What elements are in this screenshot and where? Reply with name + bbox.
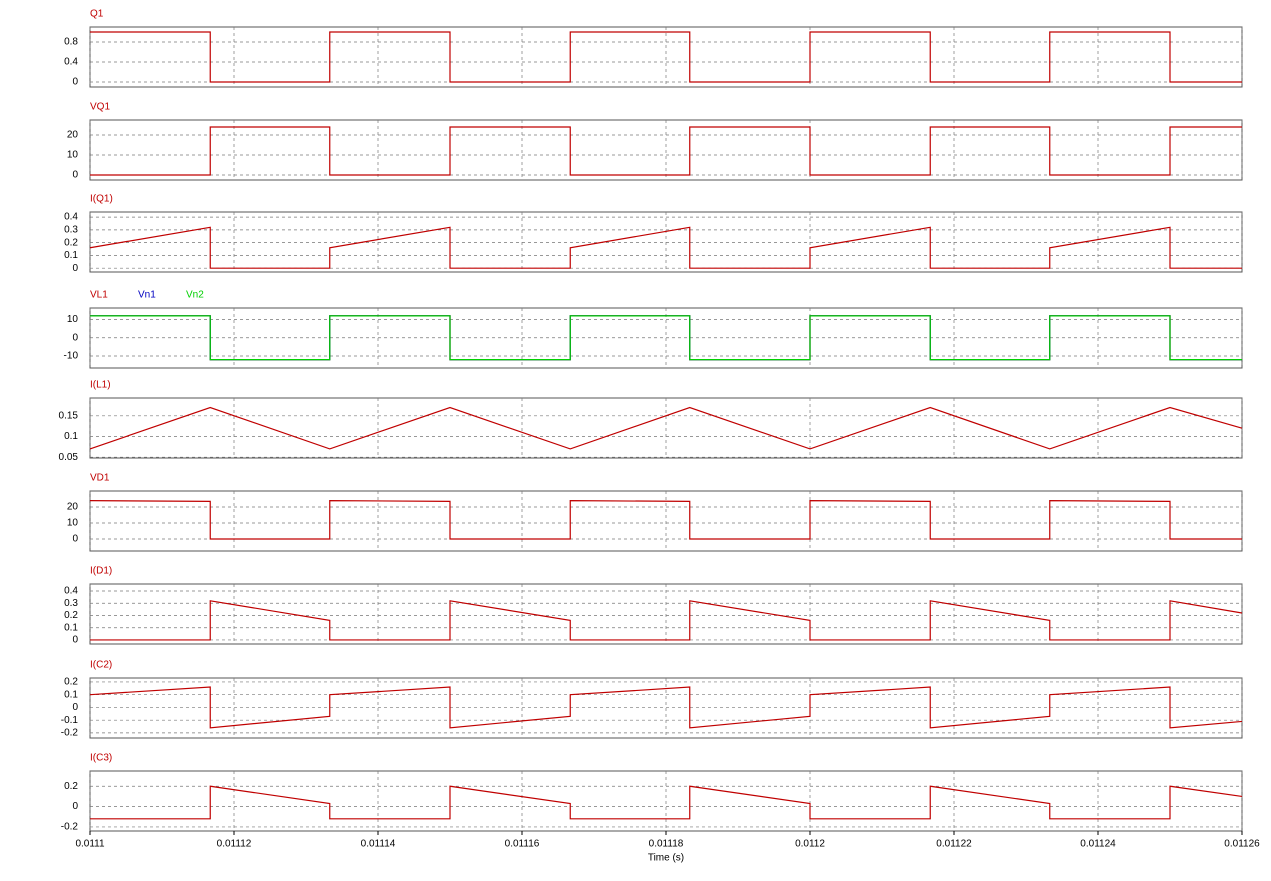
y-tick-label: 0.1 [64, 622, 78, 633]
y-tick-label: 10 [67, 150, 79, 161]
legend-label: VD1 [90, 473, 110, 484]
waveform-line [89, 226, 1242, 269]
waveform-line [90, 600, 1243, 641]
x-tick-label: 0.01116 [505, 839, 540, 850]
y-tick-label: 0.3 [64, 225, 78, 236]
y-tick-label: 0 [72, 263, 78, 274]
legend-label: VL1 [90, 290, 108, 301]
waveform-line [89, 406, 1243, 450]
y-tick-label: 0.2 [64, 237, 78, 248]
y-tick-label: 0 [72, 635, 78, 646]
y-tick-label: 20 [67, 130, 79, 141]
waveform-line [89, 686, 1243, 729]
legend-label: I(C3) [90, 753, 112, 764]
x-tick-label: 0.0111 [75, 839, 105, 850]
y-tick-label: -0.2 [61, 728, 79, 739]
legend-label: VQ1 [90, 102, 110, 113]
y-tick-label: 0.4 [64, 212, 78, 223]
x-tick-label: 0.0112 [795, 839, 825, 850]
x-tick-label: 0.01122 [936, 839, 972, 850]
x-tick-label: 0.01124 [1080, 839, 1116, 850]
legend-label: Vn1 [138, 290, 156, 301]
y-tick-label: 0 [72, 534, 78, 545]
y-tick-label: 0.1 [64, 431, 78, 442]
y-tick-label: 0.2 [64, 610, 78, 621]
x-tick-label: 0.01114 [361, 839, 396, 850]
y-tick-label: 0 [72, 332, 78, 343]
legend-label: I(C2) [90, 660, 112, 671]
y-tick-label: 0.2 [64, 781, 78, 792]
y-tick-label: 0.15 [59, 410, 79, 421]
y-tick-label: 0.4 [64, 57, 78, 68]
y-tick-label: 0.05 [59, 452, 79, 463]
legend-label: Vn2 [186, 290, 204, 301]
x-axis-label: Time (s) [648, 853, 684, 864]
legend-label: I(Q1) [90, 194, 113, 205]
legend-label: I(D1) [90, 566, 112, 577]
y-tick-label: 0 [72, 77, 78, 88]
y-tick-label: 10 [67, 314, 79, 325]
waveform-line [90, 785, 1243, 820]
y-tick-label: 0.3 [64, 598, 78, 609]
y-tick-label: 0.1 [64, 250, 78, 261]
waveform-line [90, 315, 1242, 361]
waveform-line [90, 31, 1242, 83]
y-tick-label: 0 [72, 170, 78, 181]
y-tick-label: 20 [67, 502, 79, 513]
waveform-line [90, 126, 1242, 176]
y-tick-label: 0.2 [64, 677, 78, 688]
legend-label: I(L1) [90, 380, 111, 391]
y-tick-label: 0.1 [64, 689, 78, 700]
legend-label: Q1 [90, 9, 104, 20]
x-tick-label: 0.01112 [217, 839, 252, 850]
y-tick-label: 0 [72, 801, 78, 812]
x-tick-label: 0.01118 [649, 839, 684, 850]
y-tick-label: 0.8 [64, 37, 78, 48]
y-tick-label: -0.1 [61, 715, 79, 726]
y-tick-label: 10 [67, 518, 79, 529]
x-tick-label: 0.01126 [1224, 839, 1260, 850]
y-tick-label: 0.4 [64, 586, 78, 597]
y-tick-label: -0.2 [61, 822, 79, 833]
y-tick-label: -10 [64, 351, 79, 362]
waveform-line [89, 499, 1242, 540]
y-tick-label: 0 [72, 702, 78, 713]
